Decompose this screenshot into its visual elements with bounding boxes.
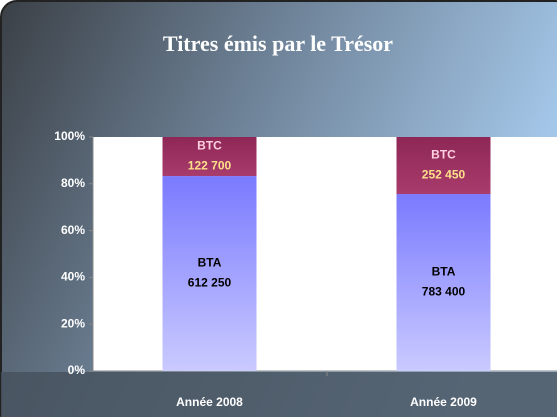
chart-title: Titres émis par le Trésor [163,31,393,56]
x-tick-label: Année 2009 [410,395,477,409]
bar-segment [396,194,491,371]
segment-name: BTA [432,265,456,279]
y-tick-label: 20% [61,316,85,330]
y-tick-label: 60% [61,223,85,237]
segment-name: BTC [197,139,222,153]
x-tick-label: Année 2008 [176,395,243,409]
data-label: 252 450 [422,168,466,182]
y-tick-label: 40% [61,270,85,284]
bar-segment [162,176,257,371]
y-tick-label: 100% [54,129,85,143]
data-label: 122 700 [188,159,232,173]
segment-name: BTC [431,148,456,162]
y-tick-label: 0% [68,363,86,377]
segment-name: BTA [198,256,222,270]
y-tick-label: 80% [61,176,85,190]
data-label: 783 400 [422,285,466,299]
bottom-band [1,372,557,417]
data-label: 612 250 [188,276,232,290]
bar-segment [396,137,491,195]
bar-segment [162,137,257,177]
